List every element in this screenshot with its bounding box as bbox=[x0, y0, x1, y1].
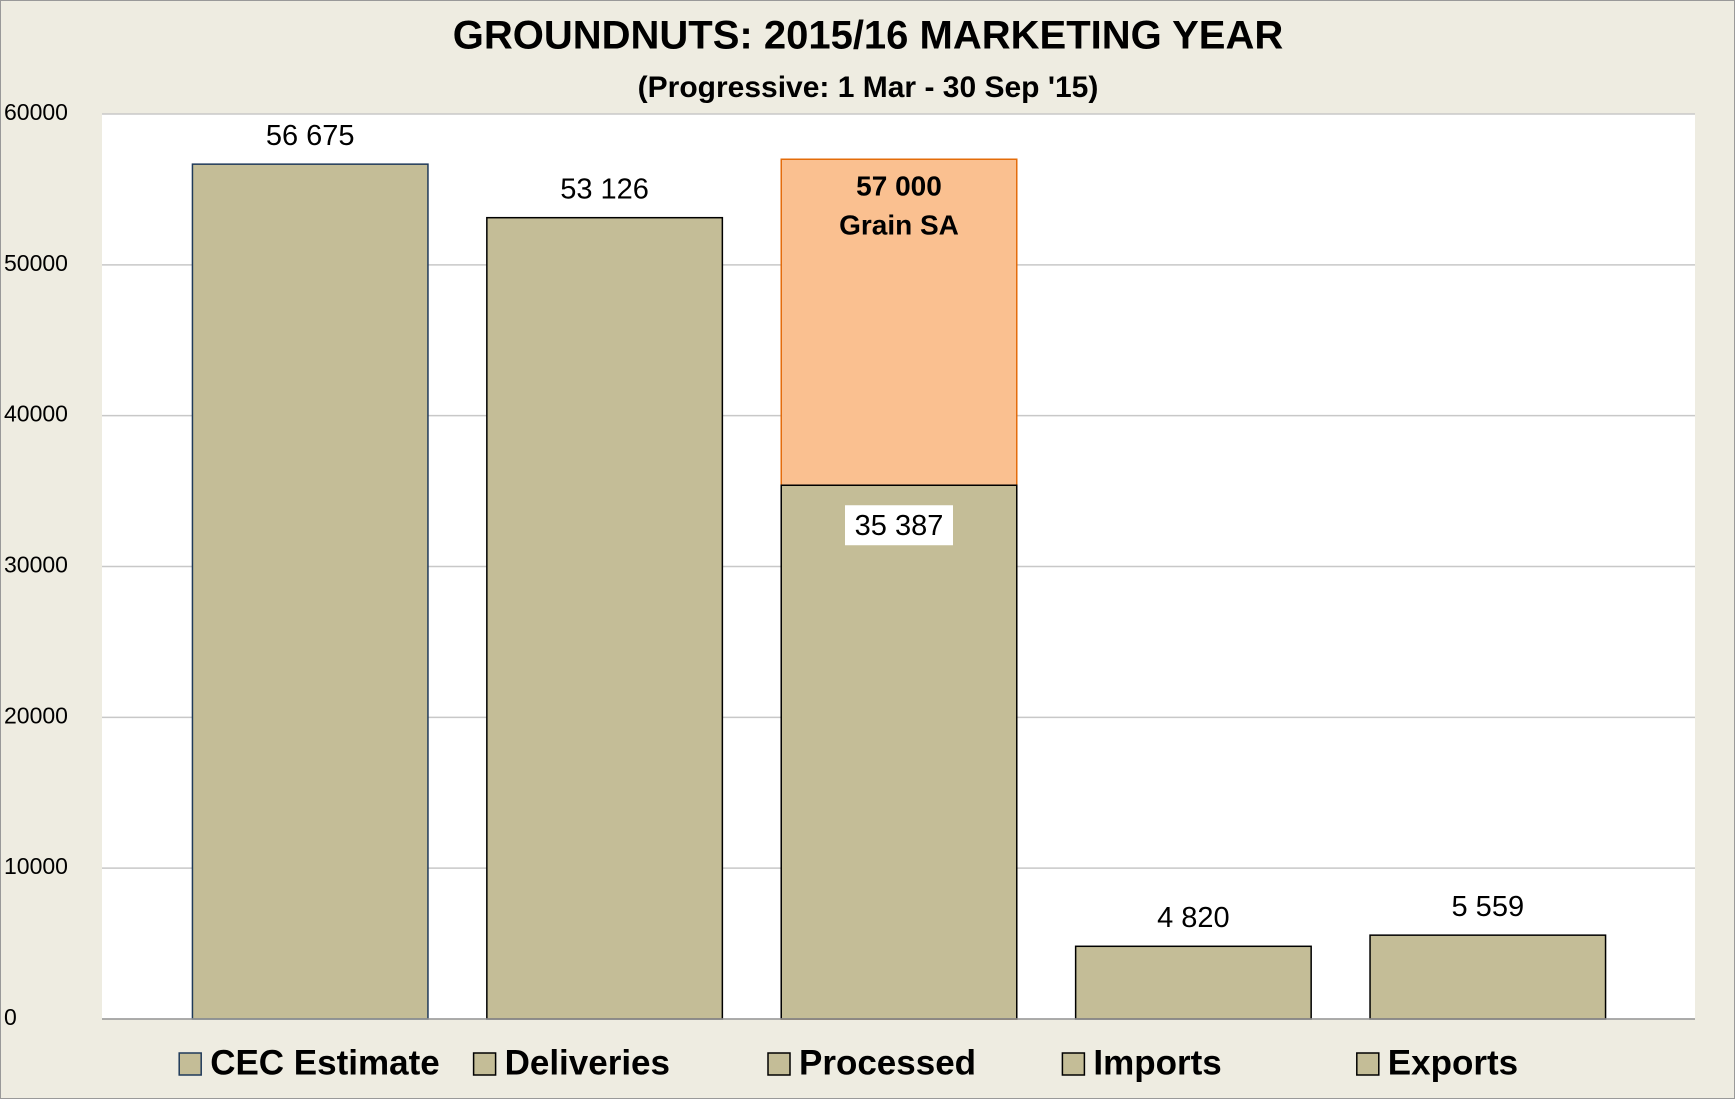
bar bbox=[1074, 945, 1312, 1020]
y-tick-label: 30000 bbox=[4, 552, 68, 578]
y-tick-label: 40000 bbox=[4, 401, 68, 427]
bar bbox=[1369, 934, 1607, 1020]
value-label: 56 675 bbox=[266, 120, 355, 152]
legend-swatch bbox=[1061, 1052, 1086, 1076]
value-label: 35 387 bbox=[855, 510, 944, 542]
legend-swatch bbox=[1356, 1052, 1380, 1076]
category-label: Exports bbox=[1388, 1043, 1518, 1082]
y-tick-label: 0 bbox=[4, 1004, 17, 1030]
y-tick-label: 50000 bbox=[4, 250, 68, 276]
y-tick-label: 10000 bbox=[4, 853, 68, 879]
y-tick-label: 60000 bbox=[4, 99, 68, 125]
bar bbox=[486, 216, 724, 1020]
legend-swatch bbox=[767, 1052, 791, 1076]
value-label: 53 126 bbox=[560, 173, 649, 205]
overlay-value-label: 57 000 bbox=[856, 171, 942, 202]
value-label-box bbox=[845, 505, 953, 546]
overlay-name-label: Grain SA bbox=[839, 210, 959, 241]
value-label: 4 820 bbox=[1157, 902, 1230, 934]
legend-swatch bbox=[472, 1052, 497, 1076]
chart-subtitle: (Progressive: 1 Mar - 30 Sep '15) bbox=[638, 71, 1099, 104]
bar bbox=[780, 484, 1018, 1020]
y-tick-label: 20000 bbox=[4, 702, 68, 728]
value-label: 5 559 bbox=[1452, 891, 1525, 923]
category-label: CEC Estimate bbox=[210, 1043, 440, 1082]
legend-swatch bbox=[178, 1052, 202, 1076]
category-label: Deliveries bbox=[505, 1043, 670, 1082]
chart-title: GROUNDNUTS: 2015/16 MARKETING YEAR bbox=[453, 14, 1284, 58]
bar bbox=[191, 163, 429, 1020]
category-label: Imports bbox=[1093, 1043, 1221, 1082]
category-label: Processed bbox=[799, 1043, 976, 1082]
